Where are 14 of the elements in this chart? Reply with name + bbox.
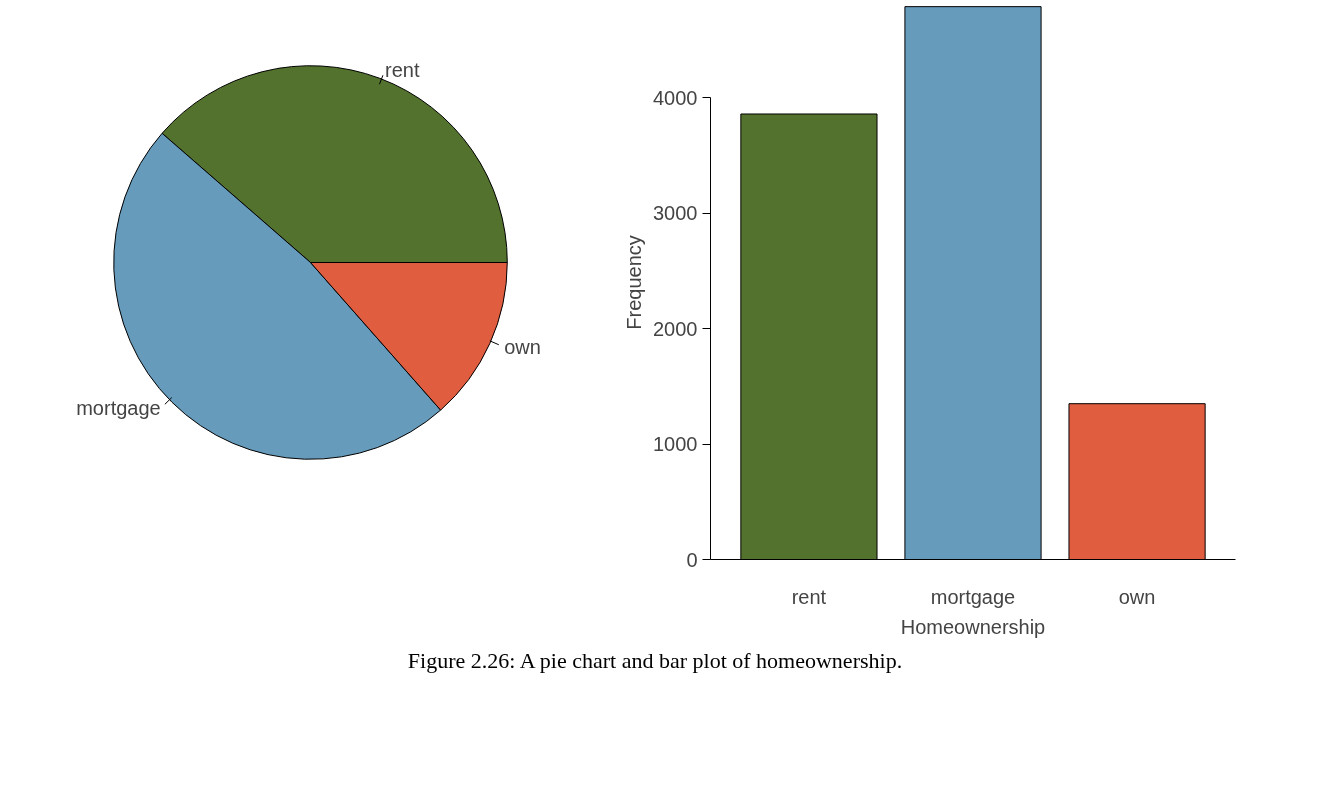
slice-label: own bbox=[504, 336, 541, 359]
y-axis-title: Frequency bbox=[623, 235, 646, 330]
caption: Figure 2.26: A pie chart and bar plot of homeownership. bbox=[407, 647, 903, 675]
x-tick-label: own bbox=[1118, 585, 1156, 608]
x-tick-label: mortgage bbox=[930, 585, 1016, 608]
slice-label: mortgage bbox=[76, 397, 161, 420]
y-tick-label: 1000 bbox=[653, 433, 698, 456]
slice-label: rent bbox=[384, 58, 420, 81]
y-tick-label: 0 bbox=[686, 548, 698, 571]
y-tick-label: 3000 bbox=[653, 202, 698, 225]
y-tick-label: 4000 bbox=[653, 86, 698, 109]
x-axis-title: Homeownership bbox=[900, 615, 1046, 638]
y-tick-label: 2000 bbox=[653, 317, 698, 340]
x-tick-label: rent bbox=[791, 585, 827, 608]
